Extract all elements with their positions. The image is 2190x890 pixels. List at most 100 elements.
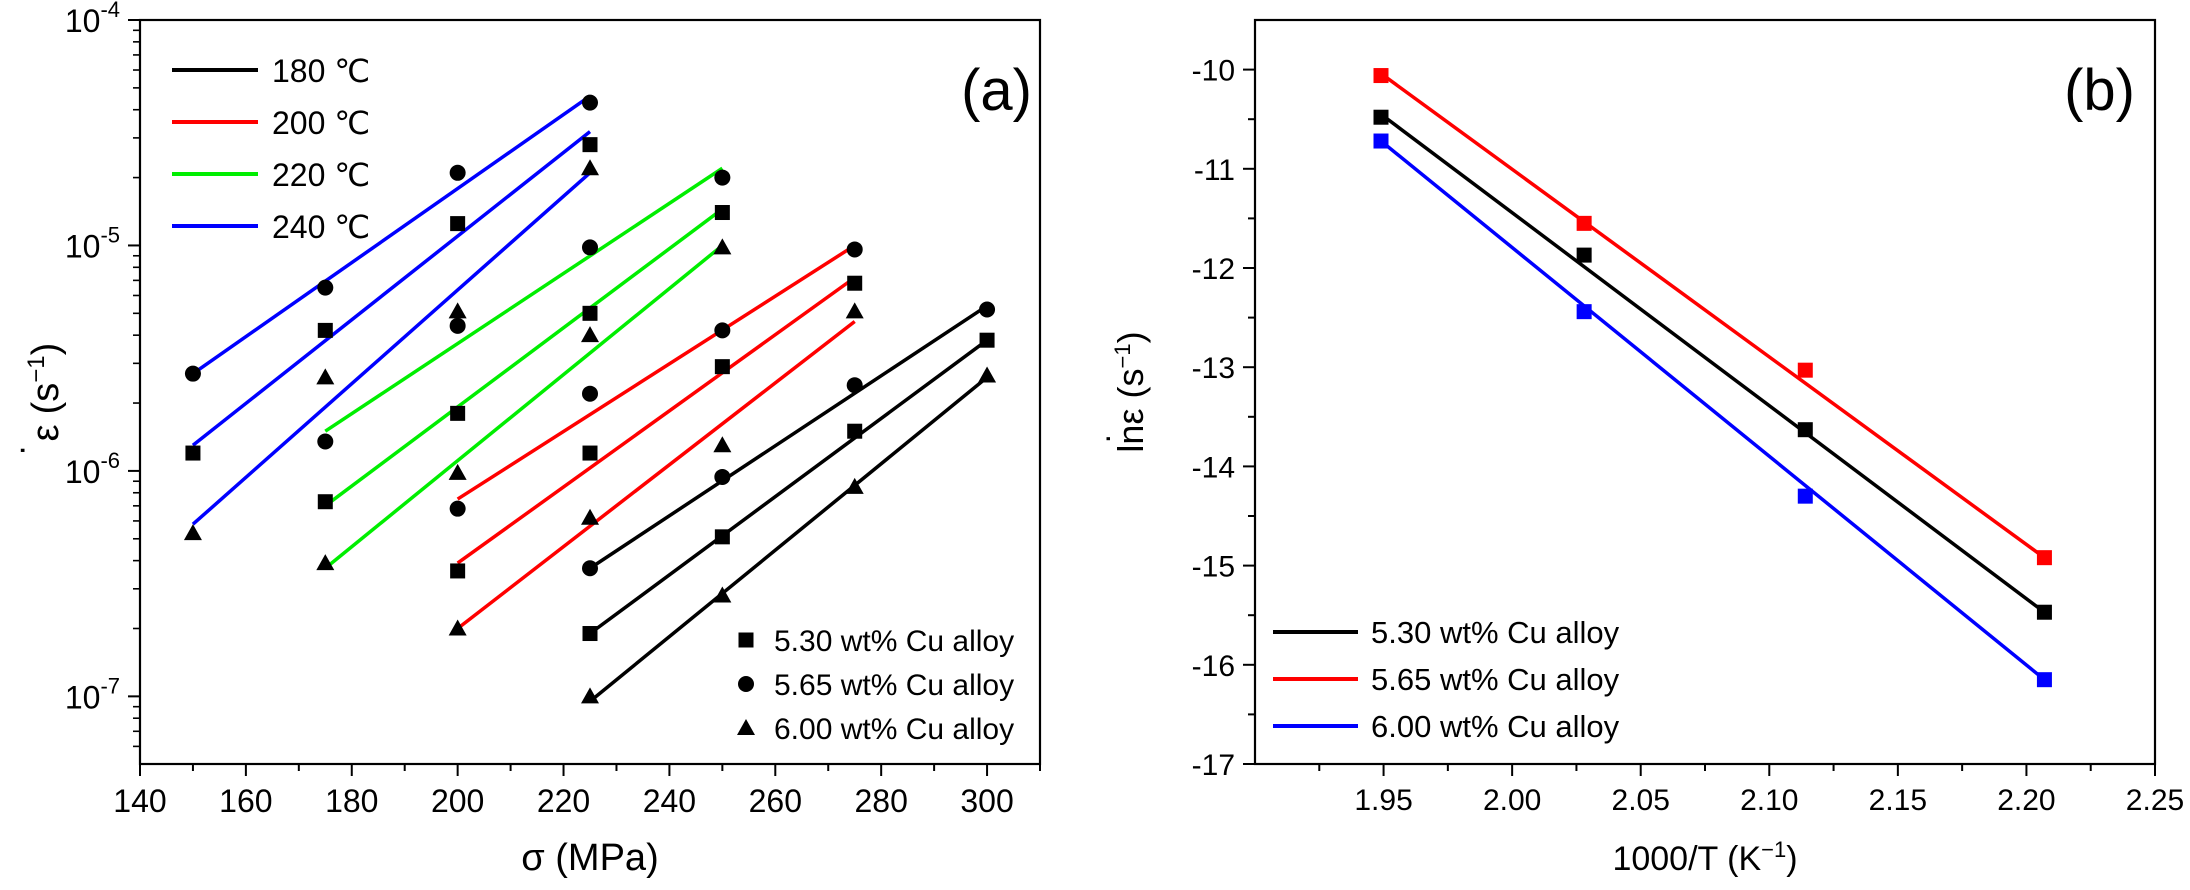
y-axis-title-b: lnε (s−1) · (1095, 331, 1151, 452)
y-tick-label-a: 10-4 (65, 0, 120, 39)
y-tick-label-a: 10-6 (65, 448, 120, 490)
x-tick-label-a: 300 (960, 783, 1013, 819)
data-point-a-8-1 (448, 463, 467, 480)
plot-b-marks (1373, 68, 2052, 688)
chart-panel-b: 1.95 2.00 2.05 2.10 2.15 2.20 2.25 -17-16-15-1… (1095, 18, 2184, 878)
data-point-b-1-3 (2036, 550, 2052, 566)
legend-a-temperatures: 180 ℃ 200 ℃ 220 ℃ 240 ℃ (172, 53, 370, 245)
y-axis-title-a: ε (s−1) · (2, 343, 67, 456)
data-point-a-4-0 (449, 500, 466, 517)
plot-a-marks (183, 94, 997, 704)
fit-line-a-2 (588, 375, 989, 703)
legend-a-marker-1 (738, 676, 754, 692)
data-point-b-2-0 (1373, 133, 1389, 149)
fit-line-a-5 (456, 320, 856, 630)
legend-b-label-2: 6.00 wt% Cu alloy (1371, 709, 1620, 744)
fit-line-b-0 (1379, 112, 2046, 614)
y-tick-label-b: -12 (1192, 253, 1235, 286)
x-tick-label-a: 280 (854, 783, 907, 819)
data-point-a-5-0 (448, 619, 467, 636)
x-tick-label-a: 220 (537, 783, 590, 819)
data-point-a-5-3 (845, 302, 864, 319)
y-tick-label-b: -17 (1192, 749, 1235, 782)
data-point-a-4-2 (714, 322, 731, 339)
data-point-a-11-1 (316, 368, 335, 385)
data-point-a-4-3 (846, 241, 863, 258)
y-axis-title-a-symbol: ε (25, 424, 67, 441)
data-point-a-3-1 (582, 445, 598, 461)
y-tick-label-b: -14 (1192, 451, 1235, 484)
legend-a-marker-2 (737, 719, 755, 735)
y-axis-title-a-dot: · (2, 445, 40, 456)
legend-a-line-label-3: 240 ℃ (272, 209, 370, 245)
plot-a-frame (138, 18, 1042, 766)
data-point-a-8-2 (581, 326, 599, 343)
data-point-a-8-3 (713, 238, 732, 255)
data-point-a-10-1 (317, 279, 334, 296)
y-tick-label-a: 10-7 (65, 673, 120, 715)
x-axis-b: 1.95 2.00 2.05 2.10 2.15 2.20 2.25 (1318, 764, 2184, 817)
x-axis-a: 140 160 180 200 220 240 260 280 300 (113, 764, 1041, 819)
data-point-b-2-1 (1576, 304, 1592, 320)
y-tick-label-a-exp: -6 (100, 448, 120, 473)
plot-b-frame (1253, 18, 2157, 766)
data-point-b-0-3 (2036, 604, 2052, 620)
fit-line-a-6 (324, 207, 724, 508)
y-axis-title-b-close: ) (1110, 331, 1151, 343)
data-point-a-3-0 (450, 563, 466, 579)
y-tick-label-a-base: 10 (65, 3, 101, 39)
y-axis-title-b-exp: −1 (1110, 343, 1135, 368)
data-point-a-1-3 (979, 301, 996, 318)
fit-line-a-9 (191, 130, 592, 447)
data-point-b-1-0 (1373, 68, 1389, 84)
data-point-a-9-3 (582, 137, 598, 153)
data-point-b-0-2 (1797, 422, 1813, 438)
data-point-b-1-2 (1797, 362, 1813, 378)
data-point-a-2-1 (713, 586, 732, 603)
legend-a-line-label-1: 200 ℃ (272, 105, 370, 141)
data-point-a-6-3 (714, 205, 730, 221)
y-axis-title-a-unit: (s (25, 383, 67, 415)
y-axis-b: -17 -16 -15 -14 -13 -12 -11 -10 (1192, 55, 1255, 782)
data-point-a-0-2 (847, 423, 863, 439)
fit-line-a-3 (456, 276, 856, 565)
y-tick-label-a-base: 10 (65, 228, 101, 264)
panel-label-b: (b) (2064, 58, 2135, 123)
data-point-a-1-0 (582, 560, 598, 577)
data-point-a-0-0 (582, 626, 598, 642)
y-axis-title-b-symbol: lnε (1110, 409, 1151, 453)
data-point-a-9-1 (317, 322, 333, 338)
fit-line-a-10 (191, 94, 592, 376)
y-tick-label-b: -11 (1194, 154, 1235, 187)
x-tick-label-b: 2.15 (1869, 784, 1927, 817)
data-point-a-6-0 (317, 494, 333, 510)
data-point-b-0-0 (1373, 109, 1389, 125)
x-tick-label-b: 2.10 (1740, 784, 1798, 817)
data-point-a-11-2 (448, 302, 467, 319)
y-tick-label-a-base: 10 (65, 679, 101, 715)
x-tick-label-a: 260 (749, 783, 802, 819)
fit-line-a-11 (191, 171, 592, 526)
legend-a-line-label-0: 180 ℃ (272, 53, 370, 89)
data-point-a-0-3 (979, 332, 995, 348)
y-tick-label-b: -15 (1192, 551, 1235, 584)
x-axis-title-b-main: 1000/T (K (1612, 840, 1761, 878)
x-tick-label-a: 160 (219, 783, 272, 819)
x-tick-label-b: 2.25 (2126, 784, 2184, 817)
data-point-b-2-3 (2036, 672, 2052, 688)
x-axis-title-a: σ (MPa) (521, 837, 658, 879)
data-point-a-11-0 (183, 524, 202, 541)
legend-a-alloys: 5.30 wt% Cu alloy 5.65 wt% Cu alloy 6.00 w… (737, 625, 1014, 746)
data-point-b-0-1 (1576, 247, 1592, 263)
data-point-a-2-0 (581, 687, 599, 704)
data-point-a-10-3 (582, 94, 598, 111)
fit-line-b-2 (1379, 139, 2046, 682)
y-tick-label-a-exp: -7 (100, 673, 120, 698)
y-tick-label-b: -13 (1192, 352, 1235, 385)
data-point-a-5-2 (713, 436, 732, 453)
data-point-a-7-0 (317, 433, 334, 450)
data-point-a-7-3 (714, 169, 731, 186)
legend-a-marker-label-1: 5.65 wt% Cu alloy (774, 669, 1014, 702)
data-point-a-7-1 (449, 317, 466, 334)
data-point-b-2-2 (1797, 488, 1813, 504)
